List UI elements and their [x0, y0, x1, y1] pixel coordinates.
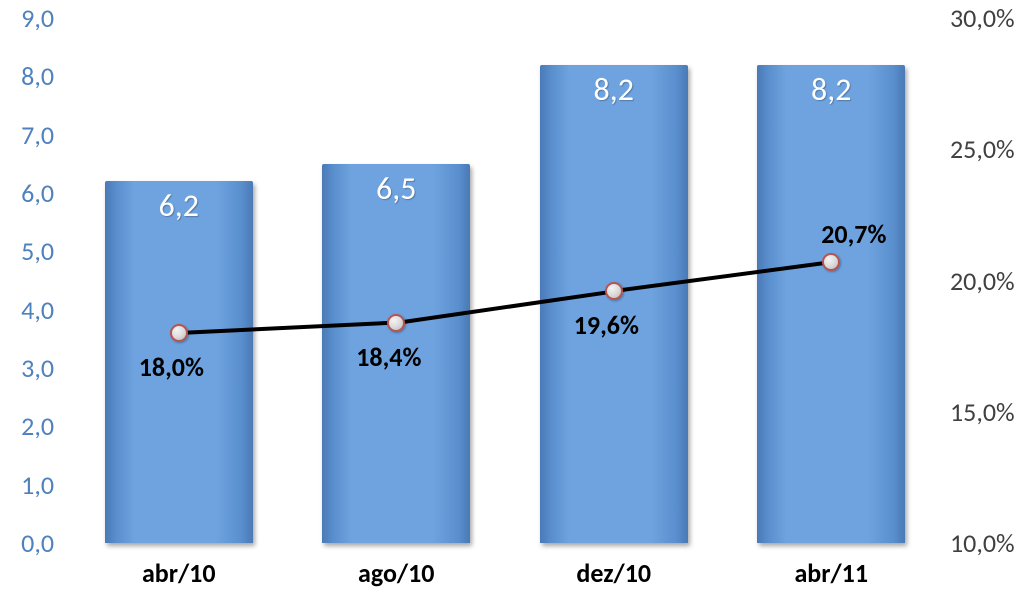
line-marker: [822, 253, 840, 271]
left-axis-tick: 0,00,0: [0, 527, 54, 559]
combo-chart: 6,2 6,5 8,2 8,2 18,0% 18,4% 19,6% 20,7% 0,00,0 1,…: [0, 0, 1024, 616]
line-marker: [387, 314, 405, 332]
left-axis-tick-label: 7,0: [21, 119, 54, 151]
line-value-label: 20,7%: [821, 218, 886, 250]
left-axis-tick: 1,01,0: [0, 469, 54, 501]
left-axis-tick-label: 1,0: [21, 469, 54, 501]
right-axis-tick: 10,0%10,0%: [950, 527, 1015, 559]
category-label: abr/10: [70, 557, 288, 589]
left-axis-tick: 6,06,0: [0, 177, 54, 209]
left-axis-tick-label: 9,0: [21, 2, 54, 34]
right-axis-tick-label: 30,0%: [950, 2, 1015, 34]
right-axis-tick: 15,0%15,0%: [950, 396, 1015, 428]
line-value-label: 18,4%: [356, 341, 421, 373]
bar-value-label: 8,2: [540, 70, 688, 109]
right-axis-tick-label: 25,0%: [950, 133, 1015, 165]
line-value-label: 18,0%: [139, 351, 204, 383]
line-marker: [170, 324, 188, 342]
right-axis-tick-label: 10,0%: [950, 527, 1015, 559]
line-marker: [605, 282, 623, 300]
right-axis-tick-label: 15,0%: [950, 396, 1015, 428]
left-axis-tick-label: 2,0: [21, 410, 54, 442]
left-axis-tick: 5,05,0: [0, 235, 54, 267]
bar: [540, 65, 688, 543]
left-axis-tick-label: 0,0: [21, 527, 54, 559]
bar: [757, 65, 905, 543]
left-axis-tick: 2,02,0: [0, 410, 54, 442]
left-axis-tick: 3,03,0: [0, 352, 54, 384]
right-axis-tick: 25,0%25,0%: [950, 133, 1015, 165]
bar-value-label: 8,2: [757, 70, 905, 109]
right-axis-tick: 20,0%20,0%: [950, 265, 1015, 297]
line-value-label: 19,6%: [574, 309, 639, 341]
right-axis-tick: 30,0%30,0%: [950, 2, 1015, 34]
left-axis-tick-label: 6,0: [21, 177, 54, 209]
category-label: abr/11: [723, 557, 941, 589]
category-label: dez/10: [505, 557, 723, 589]
left-axis-tick-label: 4,0: [21, 294, 54, 326]
left-axis-tick: 7,07,0: [0, 119, 54, 151]
left-axis-tick-label: 5,0: [21, 235, 54, 267]
bar-value-label: 6,5: [322, 169, 470, 208]
left-axis-tick: 4,04,0: [0, 294, 54, 326]
left-axis-tick-label: 3,0: [21, 352, 54, 384]
left-axis-tick-label: 8,0: [21, 60, 54, 92]
right-axis-tick-label: 20,0%: [950, 265, 1015, 297]
bar-value-label: 6,2: [105, 186, 253, 225]
left-axis-tick: 8,08,0: [0, 60, 54, 92]
plot-area: 6,2 6,5 8,2 8,2 18,0% 18,4% 19,6% 20,7%: [70, 18, 940, 543]
left-axis-tick: 9,09,0: [0, 2, 54, 34]
category-label: ago/10: [288, 557, 506, 589]
